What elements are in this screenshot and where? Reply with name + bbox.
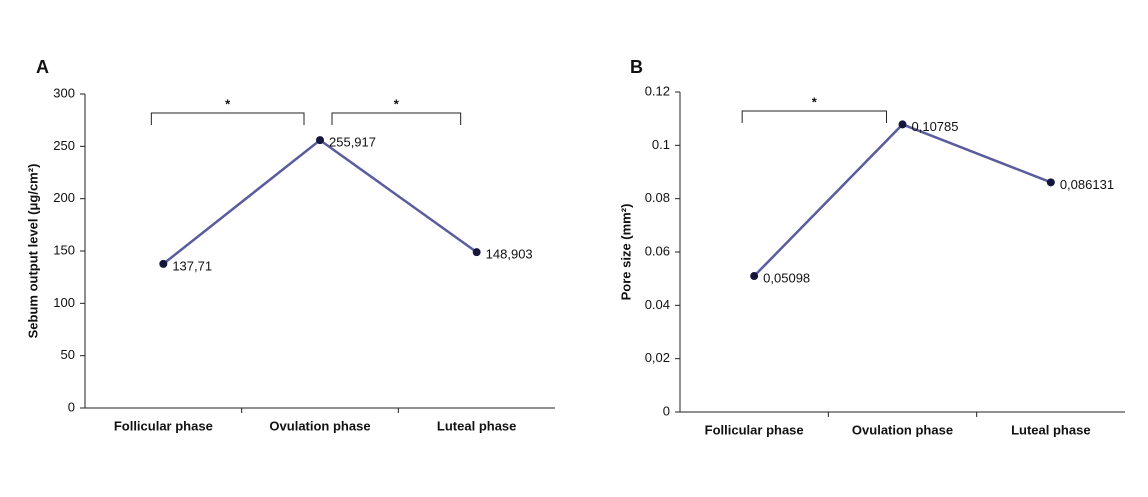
y-axis-label: Pore size (mm²) <box>618 204 633 301</box>
y-tick-label: 0.1 <box>652 137 670 152</box>
x-tick-label: Ovulation phase <box>852 422 953 437</box>
x-tick-label: Luteal phase <box>1011 422 1090 437</box>
y-tick-label: 50 <box>61 347 75 362</box>
x-tick-label: Luteal phase <box>437 418 516 433</box>
y-tick-label: 150 <box>53 242 75 257</box>
x-tick-label: Ovulation phase <box>269 418 370 433</box>
significance-star: * <box>225 96 231 111</box>
y-tick-label: 200 <box>53 190 75 205</box>
data-label: 148,903 <box>486 247 533 262</box>
y-tick-label: 0.08 <box>645 190 670 205</box>
data-label: 255,917 <box>329 135 376 150</box>
x-tick-label: Follicular phase <box>705 422 804 437</box>
y-tick-label: 0.04 <box>645 297 670 312</box>
significance-bracket <box>150 112 305 125</box>
significance-bracket <box>741 110 887 123</box>
data-point <box>750 272 759 281</box>
data-label: 137,71 <box>172 258 212 273</box>
data-point <box>159 259 168 268</box>
y-tick-label: 250 <box>53 138 75 153</box>
data-point <box>316 136 324 145</box>
y-axis-label: Sebum output level (μg/cm²) <box>25 164 40 339</box>
y-tick-label: 300 <box>53 85 75 100</box>
panel-label: A <box>36 57 49 77</box>
data-line <box>753 122 1052 277</box>
y-tick-label: 0 <box>663 403 670 418</box>
y-tick-label: 0.06 <box>645 243 670 258</box>
data-line <box>162 138 478 265</box>
panel-label: B <box>630 57 643 77</box>
data-point <box>898 120 907 129</box>
significance-star: * <box>394 96 400 111</box>
y-tick-label: 0 <box>68 399 75 414</box>
y-tick-label: 0.12 <box>645 83 670 98</box>
data-point <box>472 248 481 257</box>
data-label: 0,10785 <box>912 119 959 134</box>
x-tick-label: Follicular phase <box>114 418 213 433</box>
y-tick-label: 100 <box>53 295 75 310</box>
significance-bracket <box>331 112 462 125</box>
y-tick-label: 0,02 <box>645 350 670 365</box>
data-label: 0,05098 <box>763 270 810 285</box>
data-point <box>1046 178 1055 187</box>
data-label: 0,086131 <box>1060 177 1114 192</box>
significance-star: * <box>812 94 818 109</box>
